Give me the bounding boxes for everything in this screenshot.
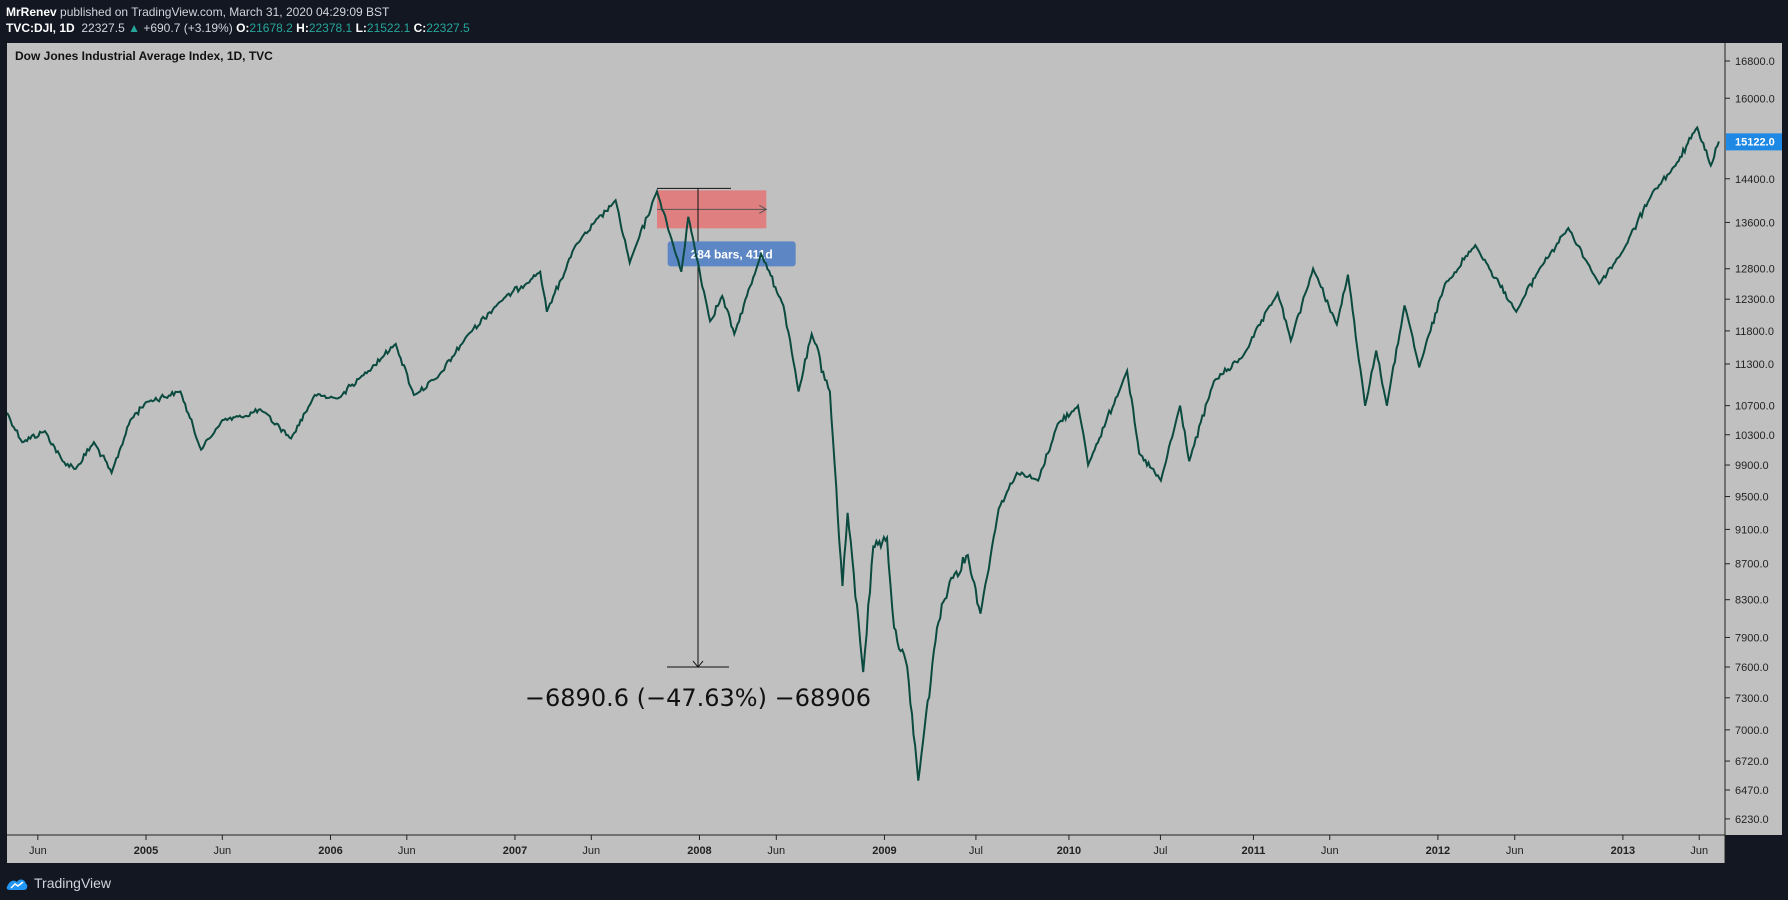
y-tick-label: 11800.0 <box>1735 326 1774 338</box>
measure-tool[interactable]: 284 bars, 411d −6890.6 (−47.63%) −68906 <box>525 187 871 712</box>
footer: TradingView <box>6 872 111 894</box>
symbol-label: TVC:DJI, 1D <box>6 21 75 35</box>
close-label: C: <box>413 21 427 35</box>
y-tick-label: 12800.0 <box>1735 264 1775 276</box>
arrow-right-icon <box>759 204 768 214</box>
y-tick-label: 10300.0 <box>1735 430 1775 442</box>
y-tick-label: 8700.0 <box>1735 559 1769 571</box>
x-tick-label: Jul <box>1153 845 1167 857</box>
y-tick-label: 9900.0 <box>1735 460 1769 472</box>
y-tick-label: 14400.0 <box>1735 174 1775 186</box>
y-tick-label: 7600.0 <box>1735 662 1769 674</box>
plot-background <box>7 43 1725 835</box>
x-tick-label: Jun <box>398 845 416 857</box>
y-tick-label: 7000.0 <box>1735 725 1769 737</box>
y-tick-label: 16800.0 <box>1735 56 1775 68</box>
y-tick-label: 7300.0 <box>1735 693 1769 705</box>
y-tick-label: 6230.0 <box>1735 814 1769 826</box>
x-tick-label: Jun <box>213 845 231 857</box>
x-tick-label: Jun <box>582 845 600 857</box>
chart-header: MrRenev published on TradingView.com, Ma… <box>6 4 1776 40</box>
y-tick-label: 11300.0 <box>1735 359 1774 371</box>
y-tick-label: 6470.0 <box>1735 785 1769 797</box>
publish-info: published on TradingView.com, March 31, … <box>60 5 390 19</box>
x-tick-label: Jun <box>1506 845 1524 857</box>
time-axis: Jun 2005 Jun 2006 Jun 2007 Jun 2008 Jun 2009 Jul 20… <box>29 835 1708 857</box>
y-tick-label: 8300.0 <box>1735 595 1769 607</box>
y-tick-label: 9100.0 <box>1735 524 1769 536</box>
x-tick-label: Jun <box>29 845 47 857</box>
y-tick-label: 6720.0 <box>1735 756 1769 768</box>
y-tick-label: 16000.0 <box>1735 93 1775 105</box>
x-tick-label: 2005 <box>134 845 158 857</box>
time-axis-background[interactable] <box>7 835 1725 863</box>
ohlc-line: TVC:DJI, 1D 22327.5 ▲ +690.7 (+3.19%) O:… <box>6 20 1776 36</box>
publish-line: MrRenev published on TradingView.com, Ma… <box>6 4 1776 20</box>
current-price-label: 15122.0 <box>1735 136 1775 148</box>
tradingview-logo-icon[interactable] <box>6 875 28 891</box>
measure-price-label: −6890.6 (−47.63%) −68906 <box>525 684 871 712</box>
high-value: 22378.1 <box>308 21 353 35</box>
x-tick-label: 2010 <box>1057 845 1081 857</box>
chart-title: Dow Jones Industrial Average Index, 1D, … <box>15 49 273 63</box>
measure-range-label: 284 bars, 411d <box>691 247 773 261</box>
y-tick-label: 10700.0 <box>1735 401 1775 413</box>
price-series-line <box>7 125 1720 781</box>
price-axis-background[interactable] <box>1725 43 1782 835</box>
x-tick-label: 2006 <box>318 845 342 857</box>
tradingview-brand[interactable]: TradingView <box>34 875 112 891</box>
current-price-tag: 15122.0 <box>1726 133 1782 151</box>
author-name[interactable]: MrRenev <box>6 5 57 19</box>
close-value: 22327.5 <box>426 21 470 35</box>
last-price: 22327.5 <box>81 21 125 35</box>
x-tick-label: Jun <box>1690 845 1708 857</box>
price-axis: 16800.0 16000.0 14400.0 13600.0 12800.0 12300… <box>1725 56 1775 826</box>
price-chart[interactable]: Dow Jones Industrial Average Index, 1D, … <box>7 43 1782 863</box>
y-tick-label: 12300.0 <box>1735 294 1775 306</box>
x-tick-label: 2008 <box>687 845 711 857</box>
y-tick-label: 9500.0 <box>1735 492 1769 504</box>
high-label: H: <box>296 21 309 35</box>
up-arrow-icon: ▲ <box>128 21 140 35</box>
low-value: 21522.1 <box>366 21 411 35</box>
y-tick-label: 13600.0 <box>1735 217 1775 229</box>
x-tick-label: 2009 <box>872 845 896 857</box>
arrow-down-icon <box>692 660 704 668</box>
y-tick-label: 7900.0 <box>1735 632 1769 644</box>
open-value: 21678.2 <box>249 21 293 35</box>
price-change: +690.7 (+3.19%) <box>143 21 233 35</box>
x-tick-label: Jul <box>969 845 983 857</box>
x-tick-label: 2012 <box>1426 845 1450 857</box>
x-tick-label: 2007 <box>503 845 527 857</box>
x-tick-label: Jun <box>1321 845 1339 857</box>
x-tick-label: 2011 <box>1241 845 1265 857</box>
current-price-box <box>1726 133 1782 151</box>
low-label: L: <box>355 21 367 35</box>
x-tick-label: 2013 <box>1611 845 1635 857</box>
x-tick-label: Jun <box>767 845 785 857</box>
chart-frame[interactable]: Dow Jones Industrial Average Index, 1D, … <box>7 43 1782 863</box>
open-label: O: <box>236 21 250 35</box>
